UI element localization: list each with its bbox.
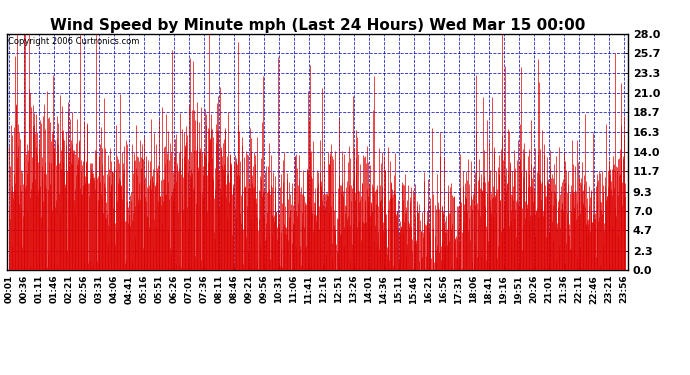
Title: Wind Speed by Minute mph (Last 24 Hours) Wed Mar 15 00:00: Wind Speed by Minute mph (Last 24 Hours)… <box>50 18 585 33</box>
Text: Copyright 2006 Curtronics.com: Copyright 2006 Curtronics.com <box>8 37 139 46</box>
